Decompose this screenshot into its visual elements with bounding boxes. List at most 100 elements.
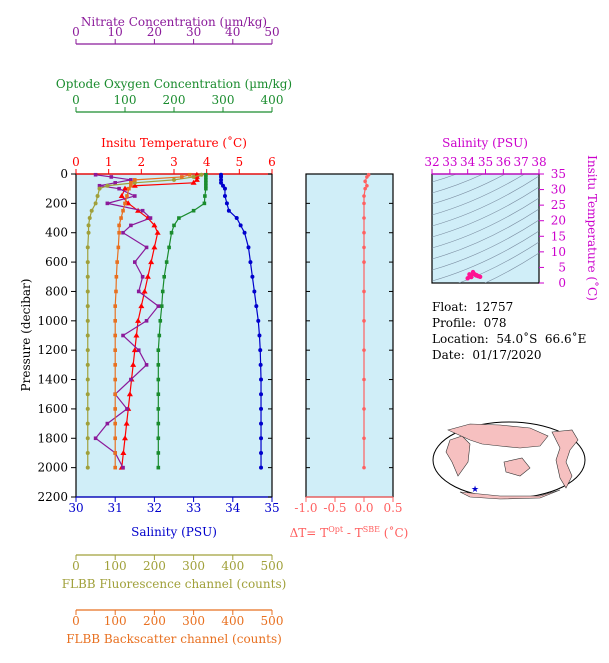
oxygen-point xyxy=(204,183,208,188)
ts-temperature-axis-tick-label: 20 xyxy=(551,214,566,228)
nitrate-point xyxy=(109,175,114,179)
fluorescence-point xyxy=(105,183,110,188)
delta-axis-tick-label: 0.5 xyxy=(383,501,402,515)
pressure-axis-tick-label: 0 xyxy=(60,167,68,181)
temperature-point xyxy=(141,288,148,294)
oxygen-point xyxy=(167,245,171,250)
temperature-axis-tick-label: 6 xyxy=(268,155,276,169)
backscatter-point xyxy=(113,407,117,411)
ts-salinity-axis: 32 33 34 35 36 37 38 xyxy=(424,155,547,175)
oxygen-point xyxy=(162,274,166,279)
delta-axis: -1.0 -0.5 0.0 0.5 xyxy=(294,496,403,515)
salinity-point xyxy=(234,216,239,221)
oxygen-point xyxy=(164,260,169,264)
backscatter-point xyxy=(113,363,117,367)
fluorescence-point xyxy=(85,362,90,367)
oxygen-point xyxy=(204,181,208,185)
fluorescence-point xyxy=(172,177,176,182)
backscatter-axis-tick-label: 300 xyxy=(182,614,205,628)
backscatter-point xyxy=(117,223,121,228)
fluorescence-point xyxy=(85,304,90,309)
oxygen-point xyxy=(156,436,161,441)
temperature-axis-tick-label: 2 xyxy=(138,155,146,169)
oxygen-point xyxy=(160,289,165,294)
nitrate-point xyxy=(105,421,110,426)
delta-axis-tick-label: 0.0 xyxy=(354,501,373,515)
fluorescence-axis-tick-label: 0 xyxy=(72,559,80,573)
temperature-point xyxy=(122,185,128,191)
oxygen-point xyxy=(204,178,208,182)
backscatter-point xyxy=(113,348,117,352)
nitrate-point xyxy=(136,289,141,294)
salinity-point xyxy=(242,230,247,235)
temperature-point xyxy=(133,332,140,338)
delta-point xyxy=(362,194,366,198)
map-land-americas xyxy=(551,429,579,489)
nitrate-point xyxy=(97,183,102,188)
backscatter-point xyxy=(133,178,137,182)
pressure-axis-tick-label: 200 xyxy=(45,196,68,210)
ts-contour xyxy=(484,252,539,283)
fluorescence-point xyxy=(199,172,204,177)
nitrate-point xyxy=(93,436,98,441)
backscatter-point xyxy=(115,260,119,264)
fluorescence-point xyxy=(97,186,102,191)
ts-point xyxy=(469,274,474,280)
temperature-point xyxy=(131,182,138,188)
pressure-axis-tick-label: 1600 xyxy=(37,402,68,416)
oxygen-axis-tick-label: 100 xyxy=(114,93,137,107)
nitrate-axis-tick-label: 10 xyxy=(108,25,123,39)
fluorescence-point xyxy=(87,216,92,221)
ts-point xyxy=(470,269,476,275)
nitrate-axis-tick-label: 0 xyxy=(72,25,80,39)
temperature-axis: 0 1 2 3 4 5 6 xyxy=(72,155,276,175)
nitrate-point xyxy=(105,201,110,206)
pressure-axis-tick-label: 1000 xyxy=(37,314,68,328)
nitrate-point xyxy=(140,274,145,279)
ts-salinity-axis-title: Salinity (PSU) xyxy=(442,136,528,150)
delta-point xyxy=(362,407,366,411)
ts-temperature-axis-tick-label: 5 xyxy=(558,260,566,274)
fluorescence-point xyxy=(85,318,90,323)
delta-point xyxy=(362,465,366,470)
nitrate-point xyxy=(129,223,133,228)
temperature-axis-tick-label: 4 xyxy=(203,155,211,169)
nitrate-point xyxy=(129,377,133,382)
oxygen-point xyxy=(204,186,208,191)
backscatter-axis: 0 100 200 300 400 500 xyxy=(72,609,283,628)
ts-temperature-axis-title: Insitu Temperature (˚C) xyxy=(585,155,600,301)
delta-point xyxy=(362,245,366,250)
delta-axis-title: ΔT= TOpt - TSBE (˚C) xyxy=(290,525,409,540)
ts-contour xyxy=(458,241,539,283)
salinity-point xyxy=(250,274,255,279)
salinity-axis-tick-label: 33 xyxy=(186,501,201,515)
oxygen-axis-tick-label: 300 xyxy=(212,93,235,107)
fluorescence-point xyxy=(85,289,90,294)
salinity-point xyxy=(252,289,257,294)
salinity-axis-tick-label: 30 xyxy=(68,501,83,515)
ts-temperature-axis-tick-label: 15 xyxy=(551,229,566,243)
ts-temperature-axis-tick-label: 35 xyxy=(551,167,566,181)
oxygen-point xyxy=(158,319,163,323)
ts-contour xyxy=(432,174,506,205)
backscatter-point xyxy=(180,175,184,179)
nitrate-point xyxy=(144,363,149,367)
nitrate-point xyxy=(121,333,125,338)
salinity-point xyxy=(246,245,251,250)
salinity-point xyxy=(221,183,225,188)
nitrate-axis-tick-label: 40 xyxy=(225,25,240,39)
temperature-point xyxy=(130,361,137,367)
oxygen-point xyxy=(202,201,207,206)
temperature-point xyxy=(131,347,138,353)
ts-density-contours xyxy=(432,174,539,283)
oxygen-point xyxy=(159,304,164,308)
salinity-point xyxy=(222,194,227,199)
ts-salinity-axis-tick-label: 38 xyxy=(531,155,546,169)
fluorescence-axis-tick-label: 200 xyxy=(143,559,166,573)
salinity-axis-title: Salinity (PSU) xyxy=(131,525,217,539)
salinity-point xyxy=(224,201,229,206)
salinity-axis: 30 31 32 33 34 35 xyxy=(68,496,280,515)
backscatter-point xyxy=(116,245,121,250)
fluorescence-point xyxy=(89,208,94,213)
